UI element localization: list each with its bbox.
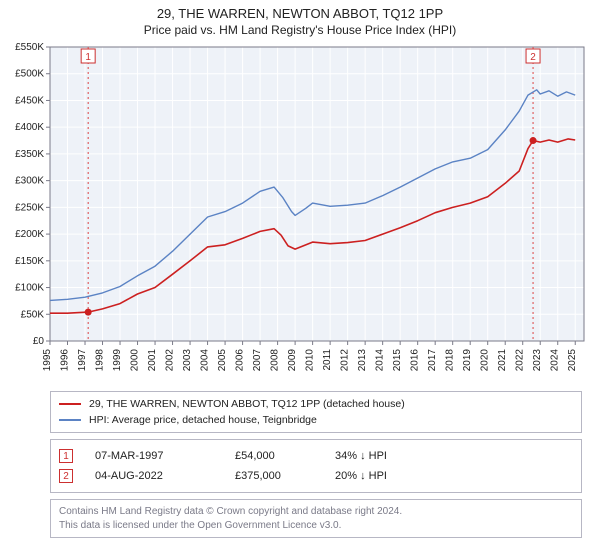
svg-text:2022: 2022	[515, 349, 526, 372]
svg-text:2020: 2020	[480, 349, 491, 372]
sale-marker-row: 2 04-AUG-2022 £375,000 20% ↓ HPI	[59, 466, 573, 486]
svg-text:£550K: £550K	[15, 43, 44, 53]
legend-row-hpi: HPI: Average price, detached house, Teig…	[59, 412, 573, 428]
legend-swatch-price-paid	[59, 403, 81, 405]
svg-text:2008: 2008	[270, 349, 281, 372]
marker-price: £54,000	[235, 450, 335, 462]
chart-title: 29, THE WARREN, NEWTON ABBOT, TQ12 1PP	[8, 6, 592, 21]
svg-text:2000: 2000	[130, 349, 141, 372]
marker-badge-2: 2	[59, 469, 73, 483]
svg-text:2004: 2004	[200, 349, 211, 372]
svg-text:2014: 2014	[375, 349, 386, 372]
sale-markers-table: 1 07-MAR-1997 £54,000 34% ↓ HPI 2 04-AUG…	[50, 439, 582, 493]
svg-text:1997: 1997	[77, 349, 88, 372]
marker-date: 07-MAR-1997	[95, 450, 235, 462]
sale-marker-row: 1 07-MAR-1997 £54,000 34% ↓ HPI	[59, 446, 573, 466]
svg-text:2010: 2010	[305, 349, 316, 372]
svg-text:1: 1	[85, 52, 91, 63]
svg-text:£0: £0	[33, 336, 45, 347]
attribution: Contains HM Land Registry data © Crown c…	[50, 499, 582, 538]
legend-label: 29, THE WARREN, NEWTON ABBOT, TQ12 1PP (…	[89, 398, 405, 410]
svg-text:2025: 2025	[567, 349, 578, 372]
svg-text:2001: 2001	[147, 349, 158, 372]
svg-text:2007: 2007	[252, 349, 263, 372]
attribution-line: This data is licensed under the Open Gov…	[59, 519, 573, 533]
svg-text:1996: 1996	[60, 349, 71, 372]
svg-text:£250K: £250K	[15, 202, 44, 213]
marker-delta: 34% ↓ HPI	[335, 450, 455, 462]
svg-text:2002: 2002	[165, 349, 176, 372]
svg-text:£100K: £100K	[15, 283, 44, 294]
svg-text:2011: 2011	[322, 349, 333, 371]
svg-text:2009: 2009	[287, 349, 298, 372]
svg-text:£350K: £350K	[15, 149, 44, 160]
svg-text:£50K: £50K	[21, 309, 45, 320]
marker-price: £375,000	[235, 470, 335, 482]
svg-text:£300K: £300K	[15, 176, 44, 187]
marker-date: 04-AUG-2022	[95, 470, 235, 482]
svg-text:£400K: £400K	[15, 122, 44, 133]
svg-text:2024: 2024	[550, 349, 561, 372]
svg-text:£150K: £150K	[15, 256, 44, 267]
svg-text:1995: 1995	[42, 349, 53, 372]
svg-text:£500K: £500K	[15, 69, 44, 80]
svg-text:£450K: £450K	[15, 95, 44, 106]
svg-text:2013: 2013	[357, 349, 368, 372]
marker-delta: 20% ↓ HPI	[335, 470, 455, 482]
chart-plot: £0 £50K £100K £150K £200K £250K £300K £350K £400…	[8, 43, 592, 383]
svg-text:2019: 2019	[462, 349, 473, 372]
svg-text:2015: 2015	[392, 349, 403, 372]
svg-text:2017: 2017	[427, 349, 438, 372]
marker-badge-1: 1	[59, 449, 73, 463]
attribution-line: Contains HM Land Registry data © Crown c…	[59, 505, 573, 519]
legend-swatch-hpi	[59, 419, 81, 421]
svg-text:2018: 2018	[445, 349, 456, 372]
svg-text:1998: 1998	[95, 349, 106, 372]
svg-text:1999: 1999	[112, 349, 123, 372]
legend-label: HPI: Average price, detached house, Teig…	[89, 414, 317, 426]
legend-row-price-paid: 29, THE WARREN, NEWTON ABBOT, TQ12 1PP (…	[59, 396, 573, 412]
svg-text:2003: 2003	[182, 349, 193, 372]
svg-text:£200K: £200K	[15, 229, 44, 240]
chart-subtitle: Price paid vs. HM Land Registry's House …	[8, 23, 592, 37]
svg-text:2023: 2023	[532, 349, 543, 372]
svg-text:2005: 2005	[217, 349, 228, 372]
svg-text:2012: 2012	[340, 349, 351, 372]
svg-text:2021: 2021	[497, 349, 508, 372]
svg-text:2006: 2006	[235, 349, 246, 372]
legend: 29, THE WARREN, NEWTON ABBOT, TQ12 1PP (…	[50, 391, 582, 433]
svg-text:2: 2	[530, 52, 536, 63]
svg-text:2016: 2016	[410, 349, 421, 372]
